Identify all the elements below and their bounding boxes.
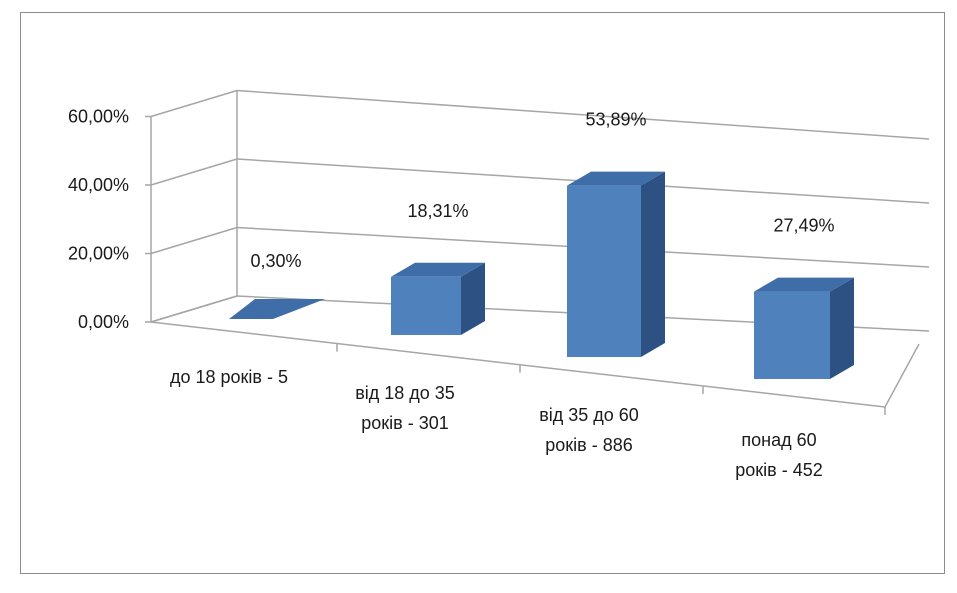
bar: [391, 276, 461, 335]
side-gridline: [150, 226, 238, 255]
bar-top: [567, 171, 665, 186]
y-tick-label: 40,00%: [68, 175, 129, 195]
data-label: 0,30%: [250, 251, 301, 271]
data-label: 18,31%: [407, 201, 468, 221]
bar-top: [391, 262, 485, 277]
category-label: від 35 до 60: [539, 405, 639, 425]
category-label: років - 886: [545, 435, 633, 455]
y-tick-label: 20,00%: [68, 244, 129, 264]
x-axis-line: [150, 321, 886, 408]
data-label: 27,49%: [773, 216, 834, 236]
y-tick-label: 0,00%: [78, 312, 129, 332]
category-label: років - 452: [735, 460, 823, 480]
category-label: до 18 років - 5: [170, 367, 288, 387]
side-gridline: [150, 158, 238, 186]
data-label: 53,89%: [585, 110, 646, 130]
floor-right-edge: [884, 343, 920, 408]
bar: [754, 291, 830, 379]
chart-area: 0,00% 20,00% 40,00% 60,00% 0,30% 18,31% 53,89%…: [20, 12, 945, 574]
bar-side: [461, 262, 485, 335]
bar-chart: 0,00% 20,00% 40,00% 60,00% 0,30% 18,31% 53,89%…: [68, 89, 930, 480]
category-label: від 18 до 35: [355, 383, 455, 403]
category-label: понад 60: [741, 430, 816, 450]
y-tick-label: 60,00%: [68, 107, 129, 127]
bar: [567, 185, 641, 357]
gridline: [236, 89, 930, 140]
category-label: років - 301: [361, 413, 449, 433]
floor-back-line: [150, 295, 930, 332]
bar-side: [830, 277, 854, 379]
bar-side: [641, 171, 665, 357]
bar-flat: [229, 299, 325, 319]
side-gridline: [150, 89, 238, 118]
bar-top: [754, 277, 854, 292]
